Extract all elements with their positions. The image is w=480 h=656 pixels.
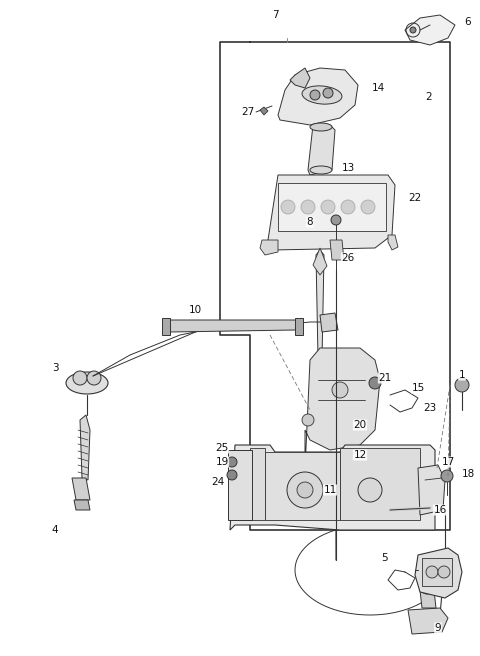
Polygon shape [420,590,436,608]
Polygon shape [340,448,420,520]
Circle shape [341,200,355,214]
Ellipse shape [302,86,342,104]
Text: 5: 5 [382,553,388,563]
Circle shape [227,457,237,467]
Text: 22: 22 [408,193,421,203]
Polygon shape [230,445,435,530]
Polygon shape [162,318,170,335]
Circle shape [438,566,450,578]
Circle shape [281,200,295,214]
Text: 14: 14 [372,83,384,93]
Bar [422,558,452,586]
Text: 8: 8 [307,217,313,227]
Circle shape [321,200,335,214]
Ellipse shape [310,166,332,174]
Circle shape [441,470,453,482]
Text: 17: 17 [442,457,455,467]
Polygon shape [72,478,90,500]
Polygon shape [415,548,462,598]
Text: 1: 1 [459,370,465,380]
Polygon shape [320,313,338,332]
Ellipse shape [66,372,108,394]
Polygon shape [290,68,310,88]
Circle shape [410,27,416,33]
Text: 7: 7 [272,10,278,20]
Text: 2: 2 [426,92,432,102]
Text: 18: 18 [461,469,475,479]
Text: 21: 21 [378,373,392,383]
Text: 19: 19 [216,457,228,467]
Polygon shape [80,415,90,480]
Text: 25: 25 [216,443,228,453]
Circle shape [331,215,341,225]
Circle shape [455,378,469,392]
Ellipse shape [310,123,332,131]
Circle shape [87,371,101,385]
Polygon shape [250,448,265,520]
Text: 23: 23 [423,403,437,413]
Text: 13: 13 [341,163,355,173]
Polygon shape [228,450,252,520]
Bar [278,183,386,231]
Polygon shape [305,348,380,470]
Text: 24: 24 [211,477,225,487]
Text: 6: 6 [465,17,471,27]
Text: 3: 3 [52,363,58,373]
Text: 4: 4 [52,525,58,535]
Circle shape [421,582,433,594]
Text: 15: 15 [411,383,425,393]
Polygon shape [308,125,335,175]
Circle shape [301,200,315,214]
Text: 20: 20 [353,420,367,430]
Polygon shape [265,452,340,520]
Polygon shape [278,68,358,125]
Circle shape [358,478,382,502]
Circle shape [297,482,313,498]
Polygon shape [260,107,268,115]
Polygon shape [313,248,327,275]
Polygon shape [316,250,324,360]
Polygon shape [418,465,445,515]
Circle shape [332,382,348,398]
Text: 10: 10 [189,305,202,315]
Text: 9: 9 [435,623,441,633]
Circle shape [323,88,333,98]
Circle shape [426,566,438,578]
Polygon shape [330,240,344,260]
Circle shape [287,472,323,508]
Text: 11: 11 [324,485,336,495]
Polygon shape [260,240,278,255]
Circle shape [310,90,320,100]
Circle shape [361,200,375,214]
Text: 26: 26 [341,253,355,263]
Polygon shape [265,175,395,250]
Polygon shape [408,608,448,634]
Text: 12: 12 [353,450,367,460]
Polygon shape [295,318,303,335]
Polygon shape [165,320,300,332]
Polygon shape [74,500,90,510]
Polygon shape [388,235,398,250]
Circle shape [227,470,237,480]
Text: 27: 27 [241,107,254,117]
Circle shape [369,377,381,389]
Text: 16: 16 [433,505,446,515]
Polygon shape [405,15,455,45]
Circle shape [73,371,87,385]
Circle shape [302,414,314,426]
